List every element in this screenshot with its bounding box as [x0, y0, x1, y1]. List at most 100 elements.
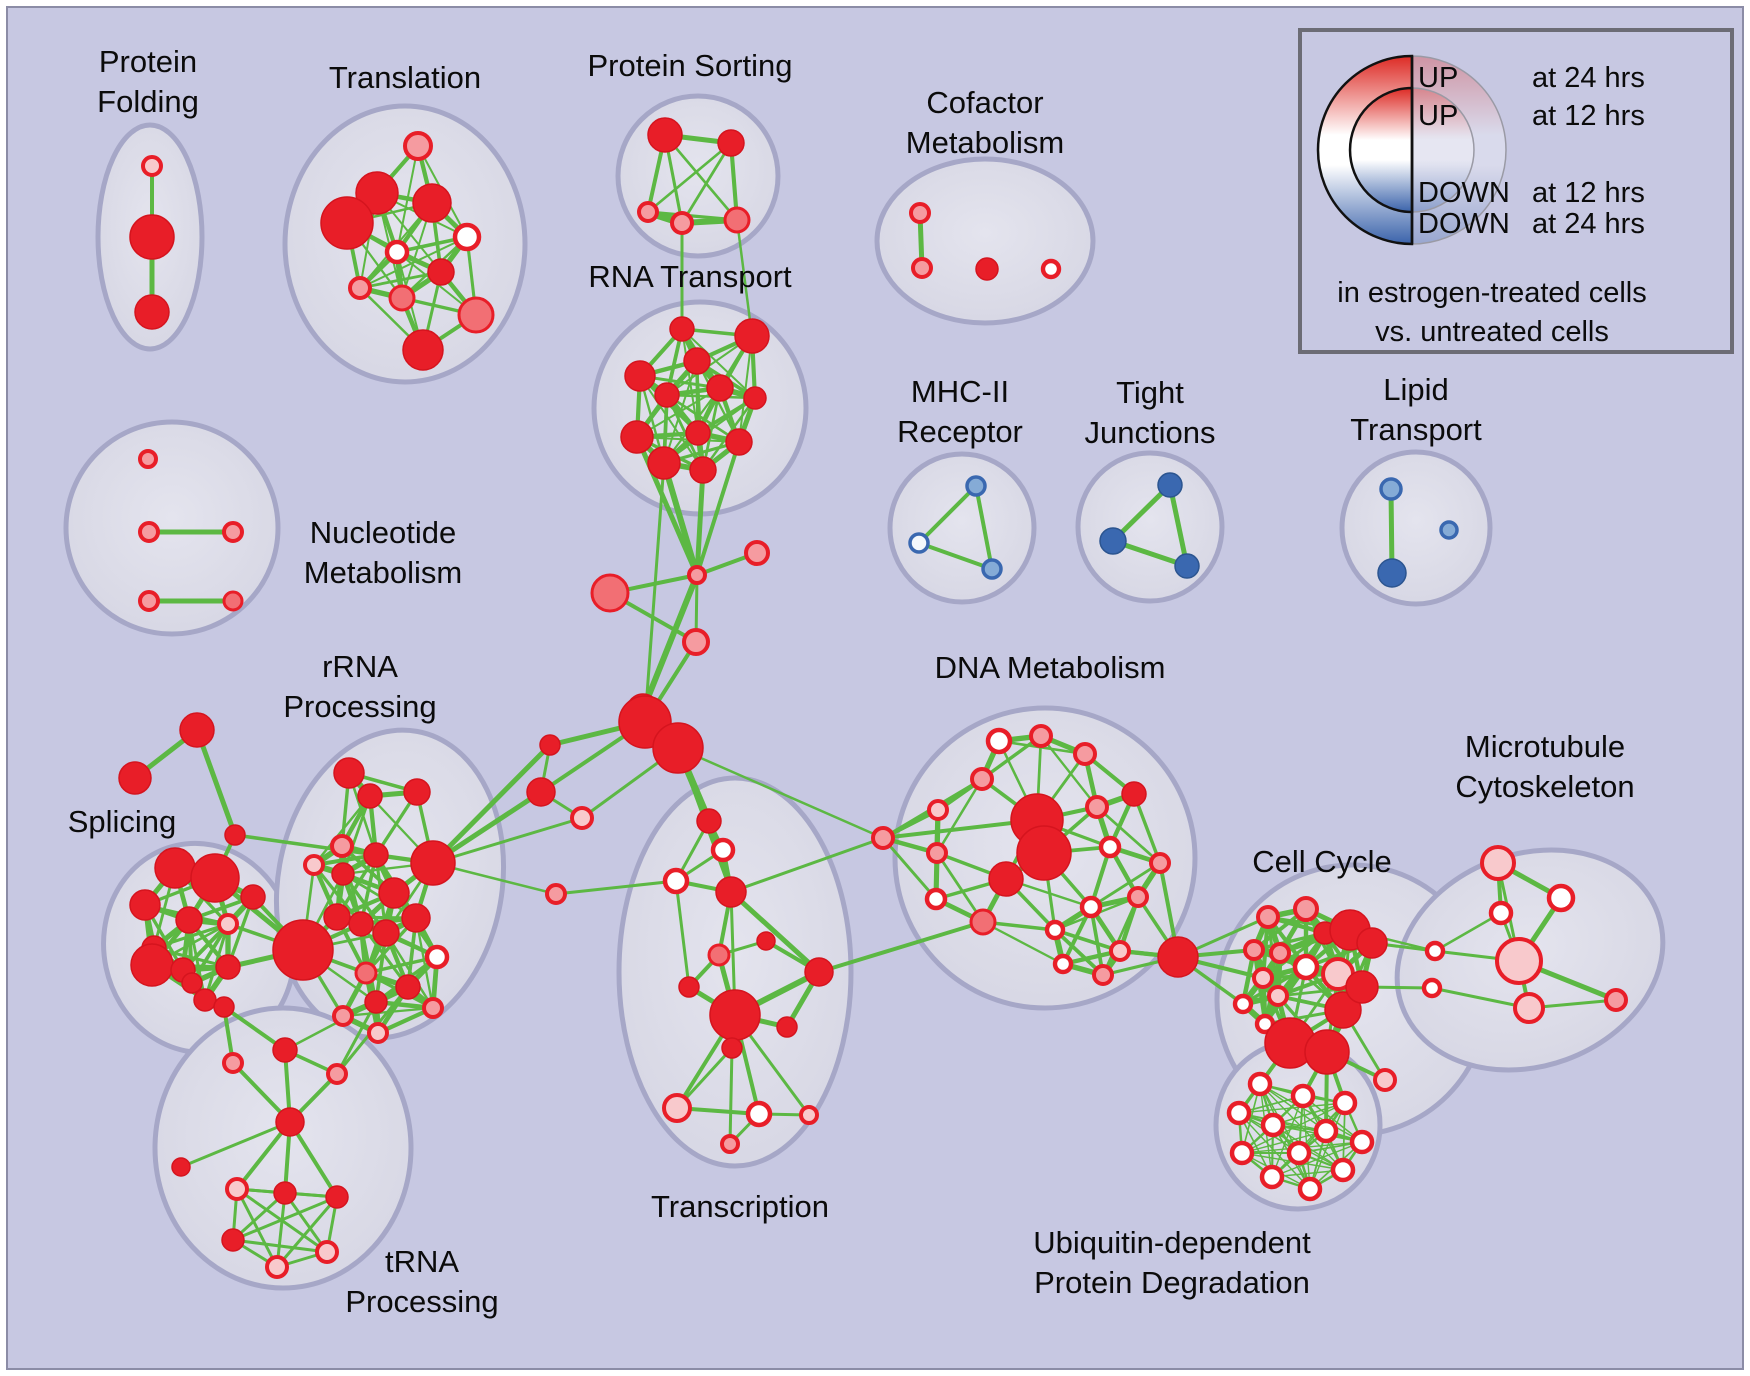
cluster-label-rr: rRNA	[322, 649, 398, 684]
node-cy-11	[1232, 993, 1254, 1015]
node-rr-3	[330, 834, 354, 858]
edge	[1095, 805, 1162, 865]
legend-direction-label-3: DOWN	[1418, 208, 1510, 240]
cluster-label-cy: Cell Cycle	[1252, 844, 1392, 879]
edge	[231, 1238, 329, 1254]
edge	[359, 236, 468, 289]
edge	[288, 1120, 339, 1199]
node-rr-4	[303, 854, 325, 876]
node-cc-2	[590, 573, 630, 613]
edge	[414, 916, 435, 1010]
edge	[640, 572, 700, 713]
node-cy-0	[1256, 905, 1280, 929]
node-dm-18	[1127, 886, 1149, 908]
node-ub-11	[1297, 1176, 1323, 1202]
node-mc-5	[1421, 977, 1443, 999]
edge	[881, 836, 938, 901]
node-lt-2	[1439, 520, 1459, 540]
node-tn-10	[315, 1240, 339, 1264]
cluster-ellipse-nm	[63, 419, 281, 637]
cluster-label-rr: Processing	[283, 689, 436, 724]
edge	[917, 541, 994, 571]
edge	[1167, 482, 1190, 569]
node-sp-5	[240, 884, 266, 910]
legend-circle-divider-inner	[1348, 86, 1414, 214]
node-nm-3	[138, 590, 160, 612]
edge	[1053, 928, 1122, 953]
legend-footer-line-0: in estrogen-treated cells	[1337, 277, 1647, 309]
node-tn-0	[213, 996, 235, 1018]
node-cm-2	[975, 257, 999, 281]
node-dm-8	[1016, 825, 1072, 881]
node-rr-1	[357, 783, 383, 809]
cluster-label-tj: Tight	[1116, 375, 1184, 410]
node-dm-11	[1121, 781, 1147, 807]
node-tx-7	[804, 957, 834, 987]
node-ub-3	[1226, 1100, 1252, 1126]
node-pf-2	[134, 294, 170, 330]
edge	[735, 218, 754, 338]
node-tx-4	[756, 931, 776, 951]
node-tr-8	[388, 284, 416, 312]
legend-time-label-3: at 24 hrs	[1532, 208, 1645, 240]
node-sp-1	[190, 853, 240, 903]
node-rr-13	[272, 919, 334, 981]
node-st-0	[179, 712, 215, 748]
node-st-2	[224, 824, 246, 846]
node-dm-1	[1029, 724, 1053, 748]
node-dm-14	[924, 887, 948, 911]
node-dm-17	[1079, 895, 1103, 919]
edge	[190, 922, 230, 985]
node-rr-19	[367, 1022, 389, 1044]
cluster-label-cm: Cofactor	[926, 85, 1043, 120]
node-tx-6	[678, 976, 700, 998]
edge	[935, 851, 985, 924]
node-cm-3	[1040, 258, 1062, 280]
edge	[935, 777, 984, 855]
node-rt-11	[689, 456, 717, 484]
cluster-label-mc: Cytoskeleton	[1455, 769, 1634, 804]
edge	[980, 734, 1043, 781]
node-rt-7	[685, 420, 711, 446]
node-tx-13	[799, 1105, 819, 1125]
node-rt-2	[624, 360, 656, 392]
node-cc-1	[744, 540, 770, 566]
cluster-label-ps: Protein Sorting	[587, 48, 792, 83]
cluster-label-nm: Metabolism	[304, 555, 463, 590]
cluster-ellipse-cm	[874, 156, 1096, 326]
edge	[1089, 905, 1105, 977]
edge	[554, 879, 678, 896]
edge	[194, 727, 238, 838]
node-tn-7	[273, 1181, 297, 1205]
node-mc-6	[1604, 988, 1628, 1012]
node-nm-4	[222, 590, 244, 612]
cluster-ellipse-mh	[887, 451, 1037, 605]
node-tr-9	[457, 296, 495, 334]
node-tr-5	[384, 239, 410, 265]
cluster-ellipse-tj	[1075, 450, 1225, 604]
node-tx-1	[710, 837, 736, 863]
edge	[695, 440, 741, 577]
legend-direction-label-1: UP	[1418, 100, 1458, 132]
edge	[917, 484, 978, 545]
legend-direction-label-0: UP	[1418, 62, 1458, 94]
node-md-2	[570, 806, 594, 830]
node-tn-3	[326, 1063, 348, 1085]
node-ub-10	[1259, 1164, 1285, 1190]
node-md-3	[545, 883, 567, 905]
node-dm-21	[1092, 964, 1114, 986]
node-rr-16	[395, 974, 421, 1000]
node-tr-7	[348, 276, 372, 300]
edge	[661, 460, 700, 578]
node-rr-7	[410, 840, 456, 886]
node-dm-4	[927, 799, 949, 821]
cluster-ellipse-ps	[615, 93, 781, 259]
node-cy-6	[1269, 942, 1291, 964]
node-tx-2	[662, 867, 690, 895]
node-lt-1	[1377, 558, 1407, 588]
node-mc-0	[1480, 845, 1516, 881]
node-dm-2	[1073, 742, 1097, 766]
node-dm-22	[1157, 936, 1199, 978]
cluster-label-ub: Ubiquitin-dependent	[1033, 1225, 1311, 1260]
node-rr-12	[401, 903, 431, 933]
